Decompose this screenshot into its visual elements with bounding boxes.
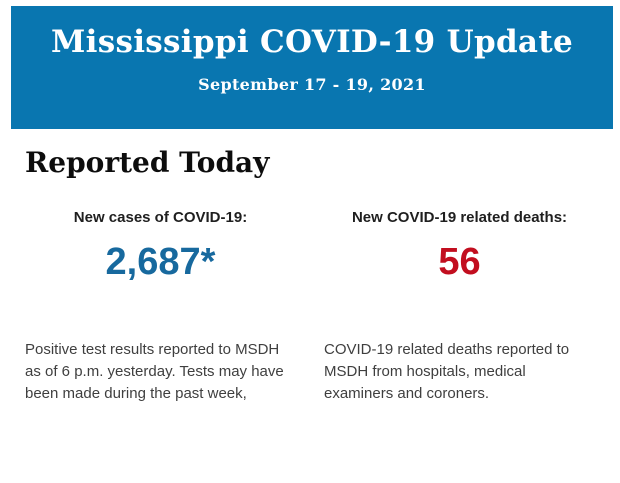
new-cases-description: Positive test results reported to MSDH a… xyxy=(25,341,284,402)
new-cases-label: New cases of COVID-19: xyxy=(73,209,248,226)
stats-columns: New cases of COVID-19: 2,687* Positive t… xyxy=(25,209,595,405)
new-cases-column: New cases of COVID-19: 2,687* Positive t… xyxy=(25,209,296,405)
banner-date-range: September 17 - 19, 2021 xyxy=(198,74,426,94)
new-cases-value: 2,687* xyxy=(105,241,216,283)
banner: Mississippi COVID-19 Update September 17… xyxy=(11,6,613,129)
new-deaths-column: New COVID-19 related deaths: 56 COVID-19… xyxy=(324,209,595,405)
new-deaths-value: 56 xyxy=(438,241,481,283)
new-deaths-description: COVID-19 related deaths reported to MSDH… xyxy=(324,341,570,402)
section-heading: Reported Today xyxy=(25,146,270,179)
new-deaths-label: New COVID-19 related deaths: xyxy=(351,209,568,226)
content: Reported Today New cases of COVID-19: 2,… xyxy=(0,129,620,405)
banner-title: Mississippi COVID-19 Update xyxy=(51,24,573,60)
